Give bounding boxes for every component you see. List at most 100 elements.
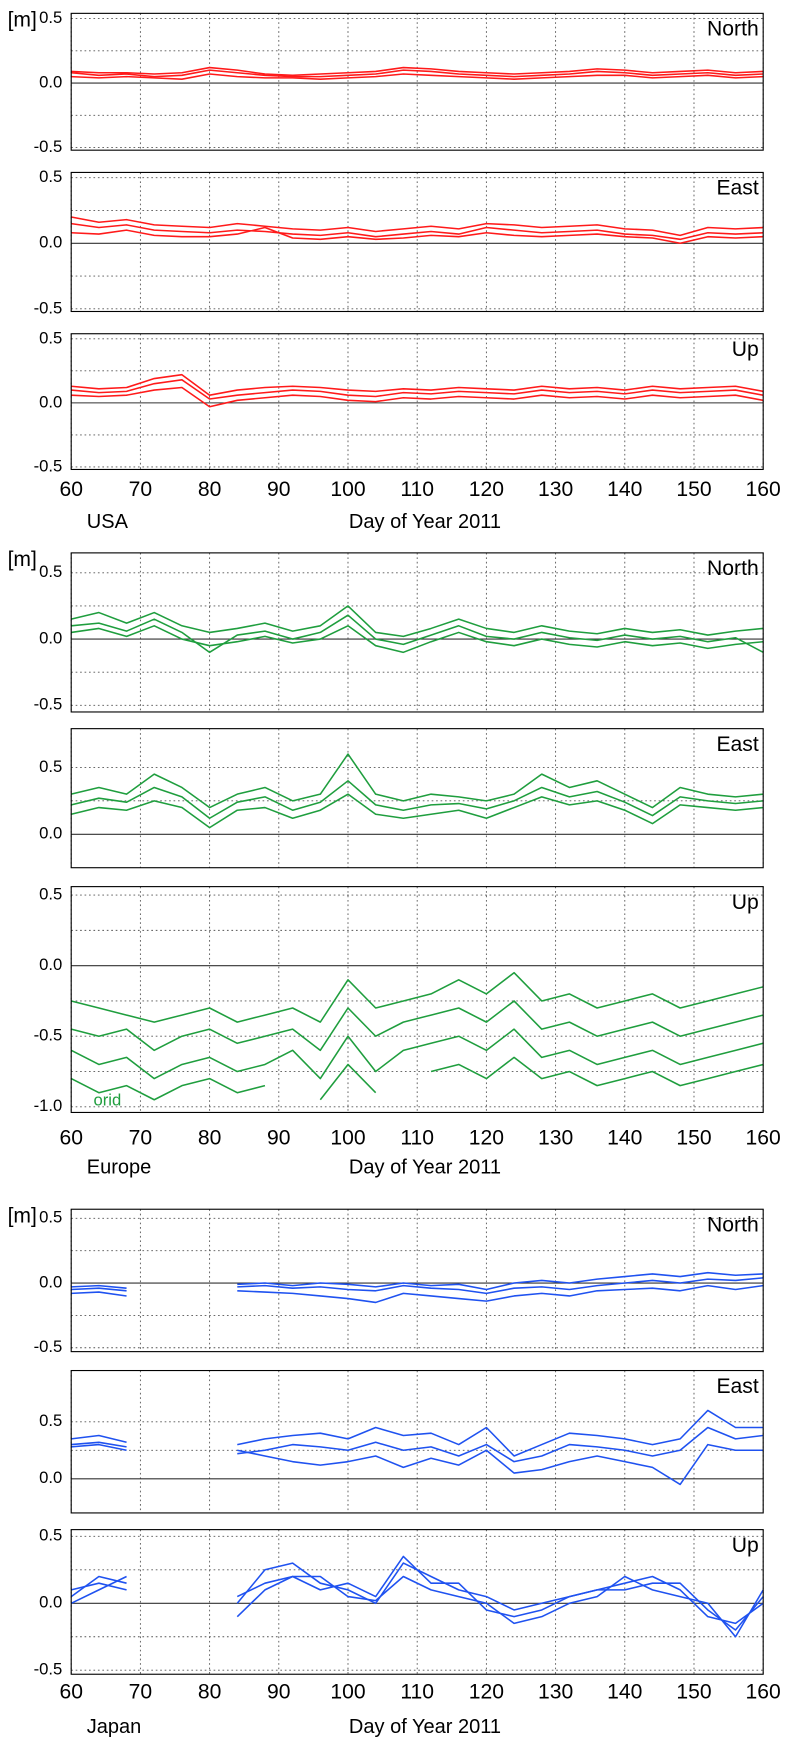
y-tick-label: 0.0 [39, 1272, 62, 1291]
region-label: USA [87, 511, 129, 533]
series-line [71, 1284, 764, 1304]
y-tick-label: 0.0 [39, 72, 62, 91]
x-axis-label: Day of Year 2011 [349, 511, 501, 533]
y-tick-label: 0.5 [39, 757, 62, 776]
unit-label: [m] [8, 548, 37, 571]
x-tick-label: 140 [607, 478, 642, 501]
x-axis-label: Day of Year 2011 [349, 1716, 501, 1738]
y-tick-label: -0.5 [34, 695, 63, 714]
series-line [71, 379, 764, 400]
x-tick-label: 120 [469, 1681, 504, 1704]
y-tick-label: 0.0 [39, 955, 62, 974]
series-line [71, 1426, 764, 1463]
series-line [70, 1056, 764, 1101]
series-line [71, 386, 764, 408]
series-line [71, 1271, 764, 1291]
panel-title: East [716, 1375, 758, 1398]
series-line [71, 1409, 764, 1457]
panel-frame [70, 886, 764, 1114]
y-tick-label: 0.0 [39, 824, 62, 843]
y-tick-label: -1.0 [34, 1096, 63, 1115]
y-tick-label: 0.0 [39, 233, 62, 252]
y-tick-label: 0.5 [39, 1208, 62, 1227]
y-tick-label: -0.5 [34, 1337, 63, 1356]
panel-frame [70, 552, 764, 713]
panel-title: Up [732, 891, 759, 914]
series-line [71, 780, 764, 820]
y-tick-label: -0.5 [34, 298, 63, 317]
panel-title: North [707, 557, 759, 580]
y-tick-label: -0.5 [34, 1660, 63, 1679]
series-line [71, 1277, 764, 1295]
x-tick-label: 100 [330, 1681, 365, 1704]
x-tick-label: 80 [198, 1681, 222, 1704]
x-tick-label: 120 [469, 478, 504, 501]
x-tick-label: 150 [676, 478, 711, 501]
series-line [71, 226, 764, 245]
x-tick-label: 140 [607, 1681, 642, 1704]
series-line [71, 1000, 764, 1052]
x-tick-label: 110 [400, 1127, 434, 1150]
x-tick-label: 90 [267, 1127, 291, 1150]
x-tick-label: 70 [129, 1127, 153, 1150]
series-line [71, 222, 764, 241]
unit-label: [m] [8, 9, 37, 32]
y-tick-label: 0.0 [39, 392, 62, 411]
series-line [71, 793, 764, 829]
x-tick-label: 60 [59, 1127, 83, 1150]
panel-frame [70, 12, 764, 151]
panel-frame [70, 333, 764, 471]
series-line [71, 753, 764, 809]
x-tick-label: 140 [607, 1127, 642, 1150]
x-tick-label: 90 [267, 478, 291, 501]
x-tick-label: 60 [59, 478, 83, 501]
x-tick-label: 130 [538, 1127, 573, 1150]
x-tick-label: 70 [129, 478, 153, 501]
series-line [71, 614, 764, 654]
panel-frame [70, 1529, 764, 1675]
series-line [71, 605, 764, 638]
series-line [71, 971, 764, 1023]
y-tick-label: 0.0 [39, 1468, 62, 1487]
series-line [71, 73, 764, 80]
panel-title: East [716, 733, 758, 756]
panel-frame [70, 1369, 764, 1514]
panel-title: Up [732, 338, 759, 361]
y-tick-label: -0.5 [34, 1026, 63, 1045]
y-tick-label: -0.5 [34, 137, 63, 156]
x-tick-label: 60 [59, 1681, 83, 1704]
x-tick-label: 160 [746, 1681, 781, 1704]
x-tick-label: 160 [746, 478, 781, 501]
y-tick-label: 0.5 [39, 1526, 62, 1545]
series-line [70, 1028, 764, 1080]
series-line [71, 1441, 764, 1486]
y-tick-label: 0.5 [39, 1411, 62, 1430]
y-tick-label: 0.5 [39, 8, 62, 27]
series-line [71, 1575, 764, 1638]
series-line [71, 625, 764, 654]
x-tick-label: 110 [400, 478, 434, 501]
x-tick-label: 160 [746, 1127, 781, 1150]
y-tick-label: -0.5 [34, 456, 63, 475]
unit-label: [m] [8, 1205, 37, 1228]
panel-frame [70, 1208, 764, 1353]
x-tick-label: 70 [129, 1681, 153, 1704]
panel-title: Up [732, 1534, 759, 1557]
y-tick-label: 0.5 [39, 328, 62, 347]
x-tick-label: 100 [330, 1127, 365, 1150]
series-line [71, 373, 764, 396]
x-tick-label: 130 [538, 1681, 573, 1704]
y-tick-label: 0.5 [39, 167, 62, 186]
y-tick-label: 0.0 [39, 1593, 62, 1612]
y-tick-label: 0.5 [39, 562, 62, 581]
series-line [71, 69, 764, 78]
series-line [71, 216, 764, 237]
x-tick-label: 110 [400, 1681, 434, 1704]
panel-frame [70, 728, 764, 869]
x-tick-label: 150 [676, 1127, 711, 1150]
x-tick-label: 150 [676, 1681, 711, 1704]
x-tick-label: 80 [198, 1127, 222, 1150]
panel-frame [70, 171, 764, 313]
y-tick-label: 0.5 [39, 884, 62, 903]
